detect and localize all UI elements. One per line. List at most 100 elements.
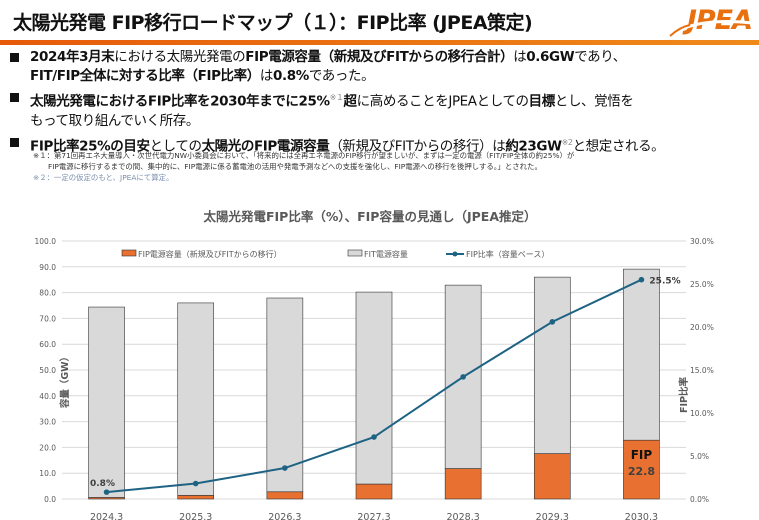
y-tick-label: 90.0	[39, 263, 56, 272]
legend-swatch-fip	[121, 249, 137, 257]
footnote-2: ※２：一定の仮定のもと、JPEAにて算定。	[33, 173, 174, 182]
bullet-text: は	[513, 49, 527, 65]
bar-fip	[355, 483, 393, 500]
x-tick-label: 2024.3	[90, 512, 123, 520]
x-tick-label: 2028.3	[447, 512, 480, 520]
x-tick-label: 2026.3	[268, 512, 301, 520]
bullet-text: 約23GW	[505, 138, 562, 154]
bullet-text: と想定される。	[572, 138, 665, 154]
bar-fip	[177, 495, 215, 500]
bar-fit	[88, 306, 125, 498]
bullet-square-icon	[10, 137, 19, 147]
bullet-square-icon	[10, 53, 19, 62]
label-first-ratio: 0.8%	[90, 479, 115, 489]
bullet-text: 0.8%	[272, 68, 309, 84]
legend-label-fip: FIP電源容量（新規及びFITからの移行）	[138, 249, 282, 259]
bullet-text: であった。	[308, 68, 375, 84]
y2-tick-label: 5.0%	[690, 452, 709, 461]
fip-chart: 太陽光発電FIP比率（%）、FIP容量の見通し（JPEA推定） 0.0 10.0 20…	[35, 209, 714, 520]
x-tick-label: 2029.3	[536, 512, 569, 520]
bar-fip	[533, 453, 571, 500]
y-tick-label: 30.0	[39, 418, 56, 427]
y2-tick-label: 20.0%	[690, 323, 714, 332]
chart-title: 太陽光発電FIP比率（%）、FIP容量の見通し（JPEA推定）	[203, 209, 536, 224]
footnotes: ※１：第71回再エネ大量導入・次世代電力NW小委員会において、「将来的には全再エ…	[33, 150, 753, 183]
y-tick-label: 100.0	[35, 237, 57, 246]
bullet-square-icon	[10, 93, 19, 102]
bullet-text: における太陽光発電の	[114, 49, 246, 65]
page-title: 太陽光発電 FIP移行ロードマップ（１）：FIP比率 (JPEA策定)	[13, 12, 533, 34]
bullet-text: （新規及びFITからの移行）は	[329, 138, 506, 154]
x-tick-label: 2027.3	[357, 512, 390, 520]
bullet-text: 目標	[528, 93, 556, 110]
y2-tick-label: 25.0%	[690, 280, 714, 289]
line-point	[103, 489, 110, 495]
line-point	[460, 374, 466, 380]
y-axis-label: 容量（GW）	[59, 352, 71, 409]
legend-label-fit: FIT電源容量	[364, 249, 408, 259]
line-point	[638, 276, 645, 283]
bullet-text: 太陽光発電におけるFIP比率を2030年までに25%	[30, 93, 330, 110]
y-tick-label: 80.0	[39, 289, 56, 298]
header-rule	[0, 40, 759, 45]
y-tick-label: 20.0	[39, 443, 56, 452]
bullet-text: もって取り組んでいく所存。	[30, 112, 199, 129]
legend-label-ratio: FIP比率（容量ベース）	[466, 249, 549, 259]
y2-axis-label: FIP比率	[678, 377, 690, 413]
line-point	[549, 319, 556, 325]
bullet-line: 2024年3月末における太陽光発電のFIP電源容量（新規及びFITからの移行合計…	[30, 48, 758, 67]
bullet-text: であり、	[574, 49, 626, 65]
label-last-ratio: 25.5%	[649, 277, 680, 287]
label-fip-value: 22.8	[628, 465, 655, 478]
bullet-text: FIT/FIP全体に対する比率（FIP比率）	[30, 68, 260, 84]
bullet-item: FIP比率25%の目安としての太陽光のFIP電源容量（新規及びFITからの移行）…	[8, 133, 758, 157]
bullet-text: FIP比率25%の目安	[30, 138, 150, 154]
legend-marker-ratio	[452, 251, 458, 257]
y2-tick-label: 10.0%	[690, 409, 714, 418]
bullet-text: 0.6GW	[526, 49, 575, 65]
bullet-text: とし、覚悟を	[554, 93, 634, 110]
bullet-item: 太陽光発電におけるFIP比率を2030年までに25%※１超に高めることをJPEA…	[8, 88, 758, 131]
bullet-line: 太陽光発電におけるFIP比率を2030年までに25%※１超に高めることをJPEA…	[30, 88, 758, 112]
bar-fit	[623, 268, 660, 441]
x-tick-label: 2025.3	[179, 512, 212, 520]
bullet-line: もって取り組んでいく所存。	[30, 112, 758, 131]
footnote-1-cont: FIP電源に移行するまでの間、集中的に、FIP電源に係る蓄電池の活用や発電予測な…	[48, 162, 542, 171]
bar-fit	[266, 297, 304, 493]
footnote-ref: ※2	[561, 137, 573, 147]
bar-fit	[533, 276, 571, 454]
bullet-text: としての	[149, 138, 202, 154]
jpea-logo: JPEA	[669, 5, 753, 37]
x-tick-label: 2030.3	[625, 512, 658, 520]
line-point	[192, 480, 199, 487]
bar-fip	[266, 491, 304, 500]
y-tick-label: 0.0	[44, 495, 56, 504]
bullet-text: は	[259, 68, 274, 84]
y-tick-label: 10.0	[39, 469, 56, 478]
y-tick-label: 60.0	[39, 340, 56, 349]
bullet-line: FIP比率25%の目安としての太陽光のFIP電源容量（新規及びFITからの移行）…	[30, 133, 758, 157]
bullet-list: 2024年3月末における太陽光発電のFIP電源容量（新規及びFITからの移行合計…	[8, 48, 758, 158]
bullet-text: 太陽光のFIP電源容量	[201, 138, 330, 154]
legend-swatch-fit	[347, 249, 363, 257]
line-point	[371, 434, 377, 440]
footnote-ref: ※１	[329, 93, 344, 102]
y-tick-label: 70.0	[39, 314, 56, 323]
bullet-text: 2024年3月末	[30, 49, 115, 65]
y2-tick-label: 0.0%	[690, 495, 709, 504]
footnote-1: ※１：第71回再エネ大量導入・次世代電力NW小委員会において、「将来的には全再エ…	[33, 151, 575, 160]
bullet-line: FIT/FIP全体に対する比率（FIP比率）は0.8%であった。	[30, 67, 758, 86]
bar-fip	[444, 468, 482, 500]
label-fip: FIP	[631, 448, 653, 462]
bar-fit	[177, 302, 215, 496]
bullet-text: 超	[343, 93, 358, 110]
bar-fit	[355, 291, 393, 485]
y-tick-label: 50.0	[39, 366, 56, 375]
y2-tick-label: 15.0%	[690, 366, 714, 375]
y-tick-label: 40.0	[39, 392, 56, 401]
bullet-text: FIP電源容量（新規及びFITからの移行合計）	[245, 49, 514, 65]
y2-tick-label: 30.0%	[690, 237, 714, 246]
bullet-text: に高めることをJPEAとしての	[356, 93, 529, 110]
line-point	[282, 465, 288, 471]
bullet-item: 2024年3月末における太陽光発電のFIP電源容量（新規及びFITからの移行合計…	[8, 48, 758, 86]
